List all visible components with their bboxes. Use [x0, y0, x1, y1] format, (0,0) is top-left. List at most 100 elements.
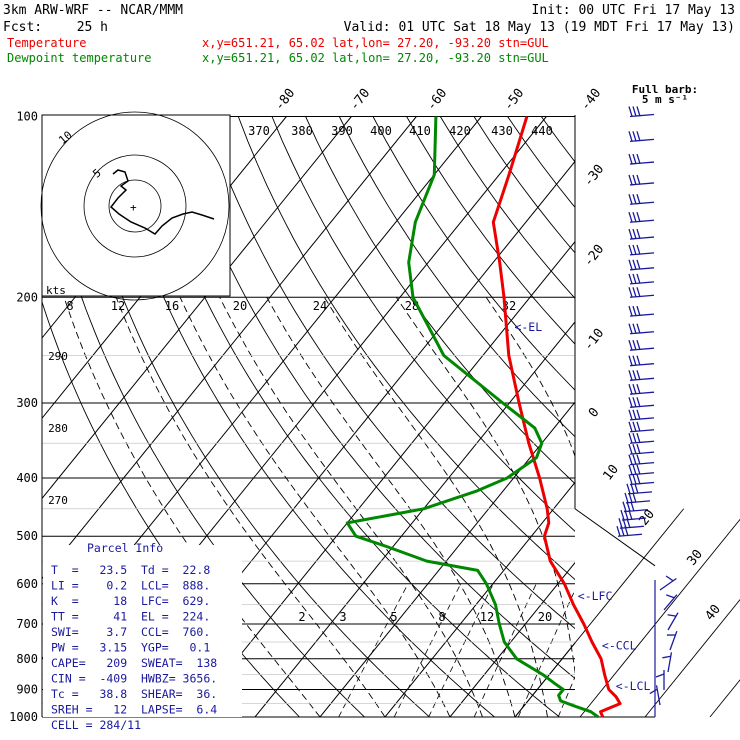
isotherm-label: 0 — [586, 405, 603, 420]
wind-barb-staff — [629, 363, 655, 367]
wind-barb-flag — [628, 244, 633, 255]
wind-barb-staff — [629, 294, 655, 298]
legend-dewpoint-info: x,y=651.21, 65.02 lat,lon= 27.20, -93.20… — [202, 51, 549, 65]
wind-barb-flag — [649, 688, 658, 695]
wind-barb-flag — [636, 287, 641, 298]
mixing-ratio-line-label: 12 — [480, 610, 494, 624]
dry-adiabat — [237, 116, 575, 581]
theta-label: 280 — [48, 422, 68, 435]
sounding-traces — [345, 116, 622, 719]
pressure-label-100: 100 — [16, 110, 38, 124]
hodograph-center: + — [130, 201, 137, 214]
pressure-label-700: 700 — [16, 617, 38, 631]
level-marker: <-LCL — [616, 679, 651, 693]
wind-barb-flag — [632, 409, 637, 420]
wind-barb-flag — [632, 421, 637, 432]
wind-barb-staff — [629, 404, 655, 408]
isotherm-ext-line — [644, 599, 740, 718]
wind-barb-staff — [629, 252, 655, 256]
forecast-label: Fcst: — [3, 20, 42, 35]
wind-barb-flag — [636, 259, 641, 270]
mixing-ratio-line-label: 20 — [538, 610, 552, 624]
wind-barb-staff — [629, 391, 655, 395]
hodograph-ring-middle — [83, 154, 187, 258]
wind-barb-flag — [636, 323, 641, 334]
wind-barb-flag — [632, 397, 637, 408]
wind-barb-flag — [632, 228, 637, 239]
forecast-hour: 25 h — [77, 20, 108, 35]
wind-barb-flag — [636, 409, 641, 420]
wind-barb-flag — [632, 153, 637, 164]
level-marker: <-LFC — [578, 589, 613, 603]
wind-barb-flag — [632, 492, 637, 503]
wind-barb-flag — [632, 323, 637, 334]
wind-barb-flag — [636, 212, 641, 223]
wind-barb-flag — [622, 501, 627, 512]
parcel-info-row: T = 23.5 Td = 22.8 — [51, 563, 210, 577]
wind-barb-staff — [629, 281, 655, 285]
mixing-ratio-line-labels: 2 3 5 8 12 20 — [298, 610, 552, 624]
mixing-ratio-axis: 8 12 16 20 24 28 32 — [66, 299, 516, 313]
moist-adiabat — [266, 297, 516, 717]
wind-barb-flag — [632, 259, 637, 270]
wind-barb-flag — [632, 194, 637, 205]
wind-barb-flag — [628, 383, 633, 395]
isotherm-label: -70 — [347, 86, 373, 114]
wind-barb-flag — [662, 655, 671, 659]
wind-barb-flag — [632, 443, 637, 455]
wind-barb-flag — [636, 370, 641, 381]
dry-adiabat — [676, 117, 740, 718]
wind-barb-staff — [629, 138, 655, 143]
dry-adiabat — [540, 116, 575, 163]
isotherm-line — [580, 117, 740, 718]
wind-barb-flag — [655, 673, 665, 678]
pressure-label-500: 500 — [16, 529, 38, 543]
temperature-trace — [491, 116, 622, 718]
isotherm-line — [384, 481, 575, 717]
wind-barb-staff — [629, 331, 655, 335]
wind-barb-flag — [628, 492, 633, 503]
isotherm-ext-line — [514, 508, 685, 718]
wind-barb-flag — [632, 474, 637, 485]
parcel-info-row: SREH = 12 LAPSE= 6.4 — [51, 703, 217, 717]
valid-time: Valid: 01 UTC Sat 18 May 13 (19 MDT Fri … — [344, 20, 735, 35]
hodograph-ring-inner — [108, 179, 162, 233]
wind-barb-flag — [628, 421, 633, 432]
wind-barb-flag — [616, 526, 621, 537]
wind-barb-flag — [628, 305, 633, 317]
wind-barb-flag — [666, 594, 675, 599]
wind-barb-staff — [621, 517, 647, 521]
isotherm-label: -10 — [581, 326, 607, 354]
wind-barb-flag — [632, 340, 637, 351]
mixing-ratio-axis-label: 24 — [313, 299, 327, 313]
wind-barb-flag — [632, 383, 637, 395]
wind-barb-flag — [636, 174, 641, 185]
wind-barb-flag — [630, 483, 635, 494]
wind-barb-flag — [636, 194, 641, 205]
isotherm-line — [42, 116, 352, 500]
isotherm-label: -50 — [501, 86, 527, 114]
theta-e-label: 380 — [291, 124, 313, 138]
theta-label: 290 — [48, 350, 68, 363]
wind-barb-flag — [628, 509, 633, 520]
wind-barb-staff — [629, 347, 655, 351]
wind-barb-flag — [628, 397, 633, 408]
wind-barb-staff — [629, 377, 655, 381]
wind-barb-flag — [636, 228, 641, 239]
wind-barb-flag — [632, 370, 637, 381]
wind-barb-flag — [628, 259, 633, 270]
wind-barb-flag — [632, 273, 637, 284]
wind-barb-flag — [628, 273, 633, 284]
wind-barb-staff — [663, 594, 678, 611]
mixing-ratio-axis-label: 8 — [66, 299, 73, 313]
mixing-ratio-axis-label: 16 — [165, 299, 179, 313]
theta-e-label: 430 — [491, 124, 513, 138]
dry-adiabat — [372, 116, 575, 391]
isotherm-label: -40 — [578, 86, 604, 114]
pressure-labels: 100 200 300 400 500 600 700 800 900 1000 — [9, 110, 38, 725]
pressure-label-900: 900 — [16, 683, 38, 697]
wind-barb-flag — [626, 518, 631, 529]
wind-barb-flag — [628, 153, 633, 164]
hodograph-ring-outer — [40, 111, 230, 301]
